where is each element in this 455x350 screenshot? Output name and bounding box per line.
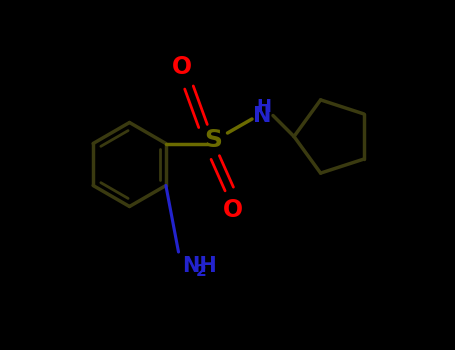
- Text: 2: 2: [196, 264, 207, 279]
- Text: S: S: [204, 128, 222, 152]
- Text: NH: NH: [182, 256, 217, 276]
- Text: N: N: [253, 105, 272, 126]
- Text: O: O: [172, 55, 192, 78]
- Text: O: O: [222, 198, 243, 222]
- Text: H: H: [257, 98, 272, 116]
